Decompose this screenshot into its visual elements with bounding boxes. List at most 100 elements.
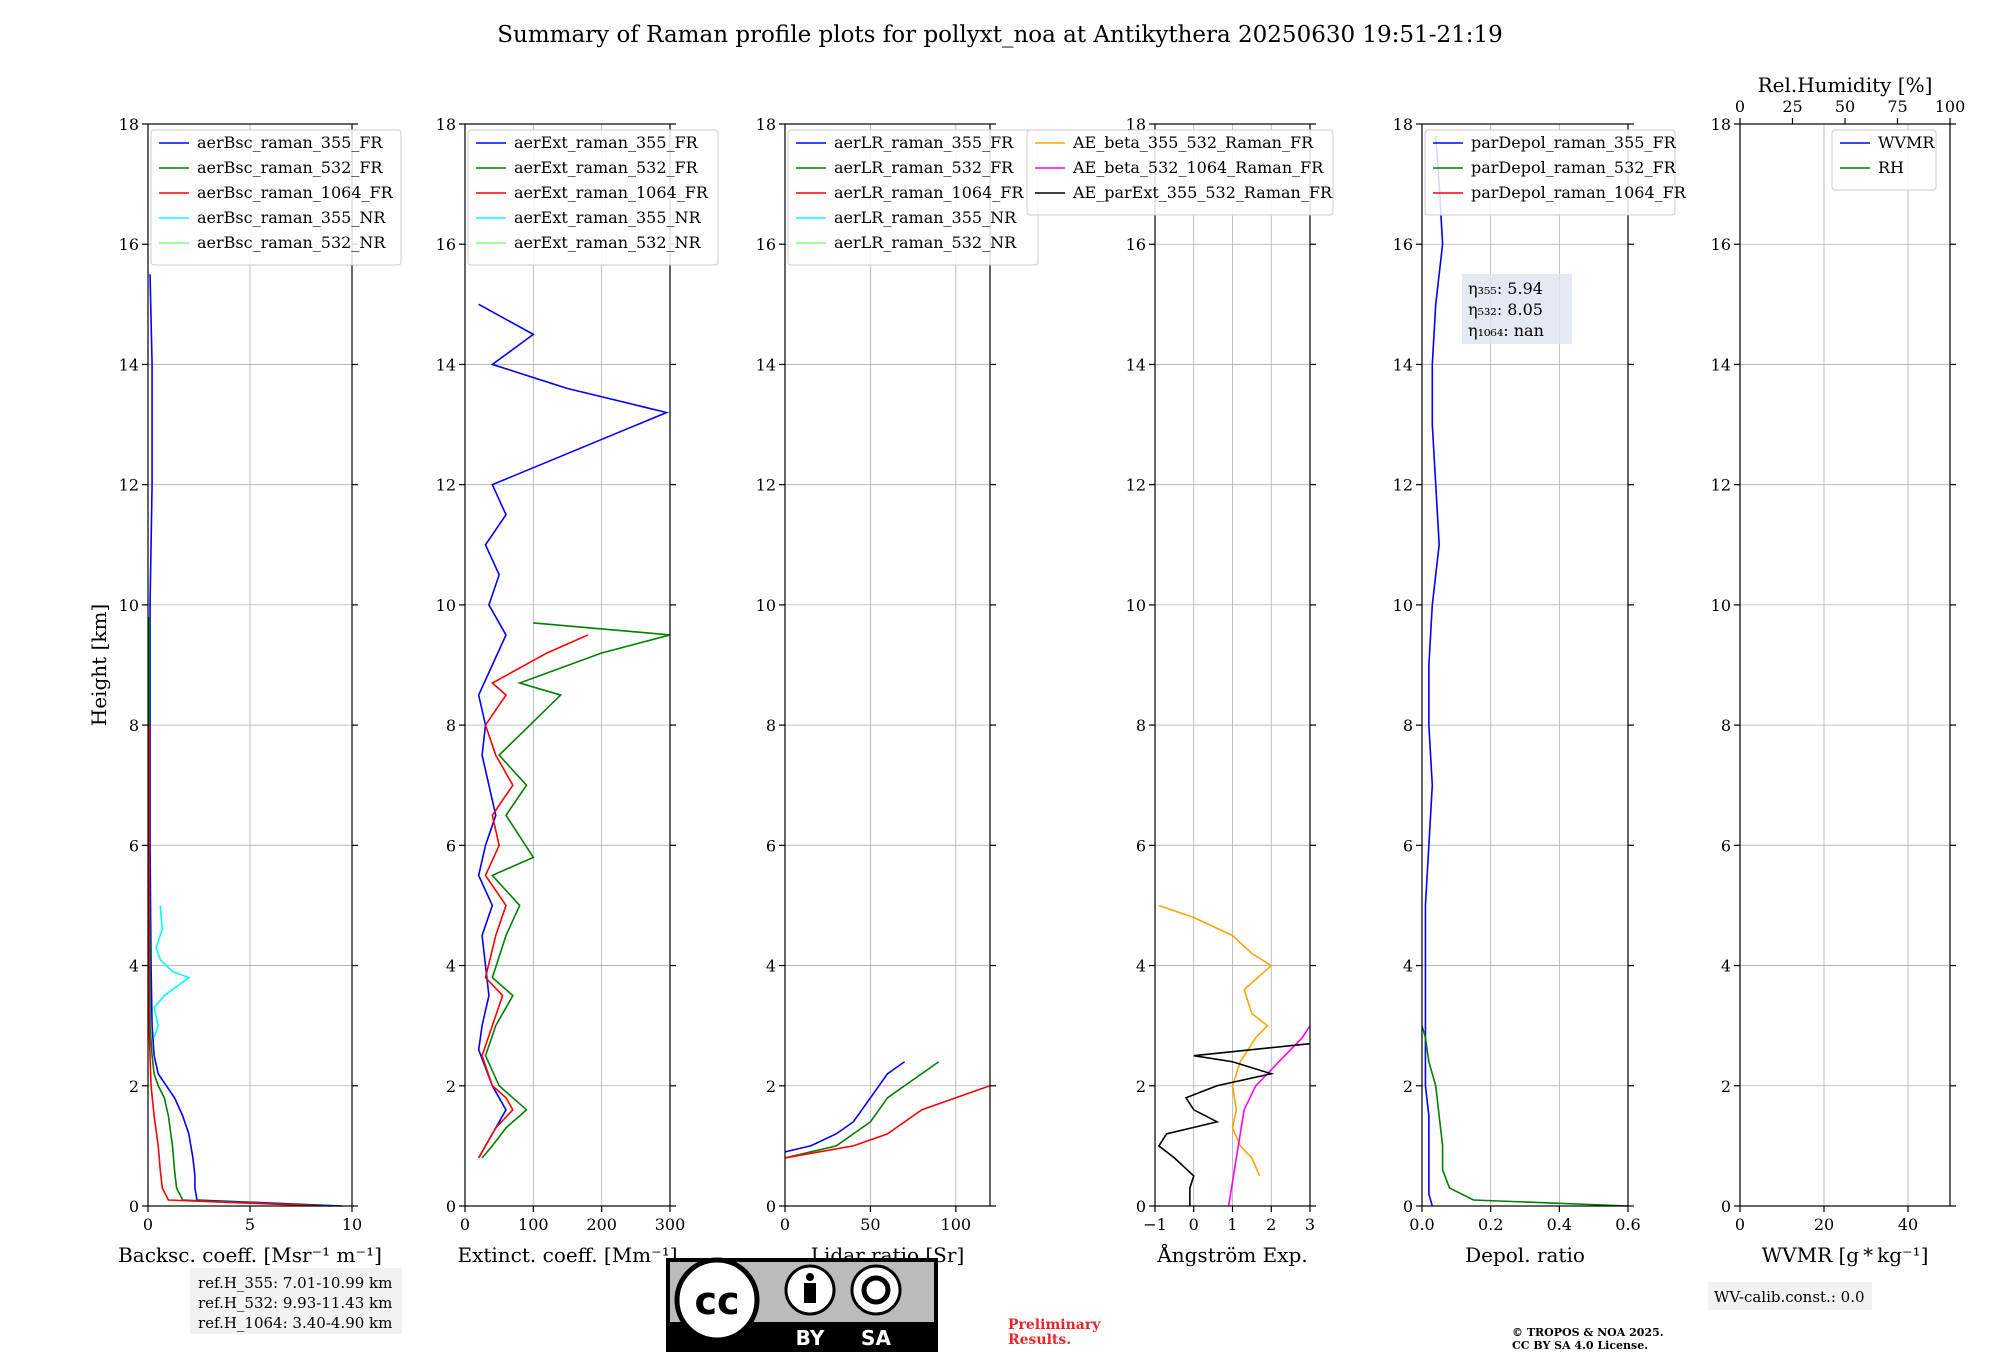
series-line-AE_beta_355_532_Raman_FR <box>1158 904 1273 1177</box>
y-tick-label: 0 <box>1403 1197 1413 1216</box>
series-line-parDepol_raman_355_FR <box>1424 135 1444 1207</box>
legend-frame <box>1424 129 1676 216</box>
y-tick-label: 14 <box>756 355 776 374</box>
series-line-AE_parExt_355_532_Raman_FR <box>1157 1042 1311 1206</box>
y-tick-label: 8 <box>766 716 776 735</box>
x-tick-label: 0 <box>143 1215 153 1234</box>
legend-label: parDepol_raman_532_FR <box>1471 158 1677 177</box>
license-sa-label: SA <box>861 1326 891 1350</box>
y-tick-label: 14 <box>1393 355 1413 374</box>
y-tick-label: 6 <box>766 836 776 855</box>
annotation-text: η₁₀₆₄: nan <box>1468 321 1544 340</box>
legend-label: aerBsc_raman_355_NR <box>197 208 386 227</box>
y-tick-label: 4 <box>1136 957 1146 976</box>
series-line-aerBsc_raman_355_FR <box>149 274 342 1207</box>
y-tick-label: 2 <box>129 1077 139 1096</box>
legend-label: parDepol_raman_355_FR <box>1471 133 1677 152</box>
axes-frame <box>1739 123 1951 1207</box>
panel-ext: 0 2 4 6 8 10 12 14 16 18 0 100 200 300 Extinct. coeff.… <box>436 115 719 1267</box>
x-tick-label: 0 <box>1735 1215 1745 1234</box>
legend-label: aerBsc_raman_355_FR <box>197 133 383 152</box>
x-axis-label: Extinct. coeff. [Mm⁻¹] <box>457 1243 677 1267</box>
y-tick-label: 2 <box>766 1077 776 1096</box>
legend-label: aerExt_raman_1064_FR <box>514 183 709 202</box>
y-tick-label: 12 <box>436 476 456 495</box>
legend: AE_beta_355_532_Raman_FR AE_beta_532_1064… <box>1026 129 1334 216</box>
annotation-box <box>1462 274 1572 344</box>
x-tick-label: 0 <box>1189 1215 1199 1234</box>
y-tick-label: 16 <box>1126 235 1146 254</box>
axes-frame <box>784 123 991 1207</box>
series-line-aerBsc_raman_1064_FR <box>148 725 322 1207</box>
series-line-parDepol_raman_532_FR <box>1421 1025 1629 1207</box>
cc-license-badge: cc BY SA <box>666 1257 938 1352</box>
y-tick-label: 18 <box>119 115 139 134</box>
y-tick-label: 4 <box>766 957 776 976</box>
legend-label: AE_beta_532_1064_Raman_FR <box>1072 158 1324 177</box>
legend-label: RH <box>1878 158 1904 177</box>
x-tick-label: 3 <box>1305 1215 1315 1234</box>
legend-label: aerBsc_raman_532_FR <box>197 158 383 177</box>
y-tick-label: 4 <box>1403 957 1413 976</box>
legend-label: aerExt_raman_532_NR <box>514 233 702 252</box>
y-tick-label: 4 <box>129 957 139 976</box>
axes-frame <box>1421 123 1629 1207</box>
y-tick-label: 4 <box>1721 957 1731 976</box>
y-tick-label: 8 <box>1403 716 1413 735</box>
y-tick-label: 16 <box>756 235 776 254</box>
y-tick-label: 12 <box>1711 476 1731 495</box>
ref-height-532: ref.H_532: 9.93-11.43 km <box>198 1294 392 1312</box>
y-tick-label: 8 <box>1721 716 1731 735</box>
y-tick-label: 10 <box>119 596 139 615</box>
y-tick-label: 2 <box>446 1077 456 1096</box>
y-tick-label: 8 <box>129 716 139 735</box>
x-tick-label: 100 <box>518 1215 549 1234</box>
annotation-text: η₅₃₂: 8.05 <box>1468 300 1543 319</box>
y-tick-label: 12 <box>1393 476 1413 495</box>
top-tick-label: 50 <box>1835 97 1855 116</box>
y-tick-label: 2 <box>1721 1077 1731 1096</box>
x-tick-label: 10 <box>342 1215 362 1234</box>
legend-label: aerExt_raman_355_NR <box>514 208 702 227</box>
legend-label: aerLR_raman_1064_FR <box>834 183 1024 202</box>
top-tick-label: 0 <box>1735 97 1745 116</box>
series-line-aerLR_raman_355_FR <box>784 1061 906 1153</box>
x-tick-label: 20 <box>1814 1215 1834 1234</box>
figure-title: Summary of Raman profile plots for polly… <box>497 22 1503 48</box>
y-tick-label: 18 <box>1711 115 1731 134</box>
y-tick-label: 16 <box>1393 235 1413 254</box>
ref-height-1064: ref.H_1064: 3.40-4.90 km <box>198 1314 392 1332</box>
legend: WVMR RH <box>1831 129 1937 191</box>
y-tick-label: 10 <box>436 596 456 615</box>
legend-label: aerLR_raman_355_NR <box>834 208 1017 227</box>
series-line-aerExt_raman_532_FR <box>481 622 671 1159</box>
y-tick-label: 0 <box>446 1197 456 1216</box>
series-line-aerExt_raman_1064_FR <box>477 634 589 1159</box>
copyright-line1: © TROPOS & NOA 2025. <box>1512 1326 1664 1339</box>
x-tick-label: 200 <box>586 1215 617 1234</box>
y-tick-label: 16 <box>119 235 139 254</box>
top-axis-label: Rel.Humidity [%] <box>1758 73 1933 97</box>
y-tick-label: 6 <box>129 836 139 855</box>
y-tick-label: 14 <box>1711 355 1731 374</box>
y-axis-label: Height [km] <box>87 604 111 726</box>
legend-label: parDepol_raman_1064_FR <box>1471 183 1687 202</box>
legend-label: aerExt_raman_355_FR <box>514 133 699 152</box>
top-tick-label: 25 <box>1782 97 1802 116</box>
ref-heights-box: ref.H_355: 7.01-10.99 km ref.H_532: 9.93… <box>190 1268 402 1334</box>
y-tick-label: 10 <box>1393 596 1413 615</box>
x-tick-label: 1 <box>1227 1215 1237 1234</box>
series-line-aerBsc_raman_532_FR <box>148 616 332 1207</box>
wv-calib-text: WV-calib.const.: 0.0 <box>1714 1288 1865 1306</box>
y-tick-label: 6 <box>446 836 456 855</box>
legend-label: aerLR_raman_532_NR <box>834 233 1017 252</box>
y-tick-label: 14 <box>119 355 139 374</box>
y-tick-label: 18 <box>436 115 456 134</box>
top-tick-label: 75 <box>1887 97 1907 116</box>
legend-label: WVMR <box>1878 133 1935 152</box>
y-tick-label: 0 <box>766 1197 776 1216</box>
legend: parDepol_raman_355_FR parDepol_raman_532_… <box>1424 129 1687 216</box>
